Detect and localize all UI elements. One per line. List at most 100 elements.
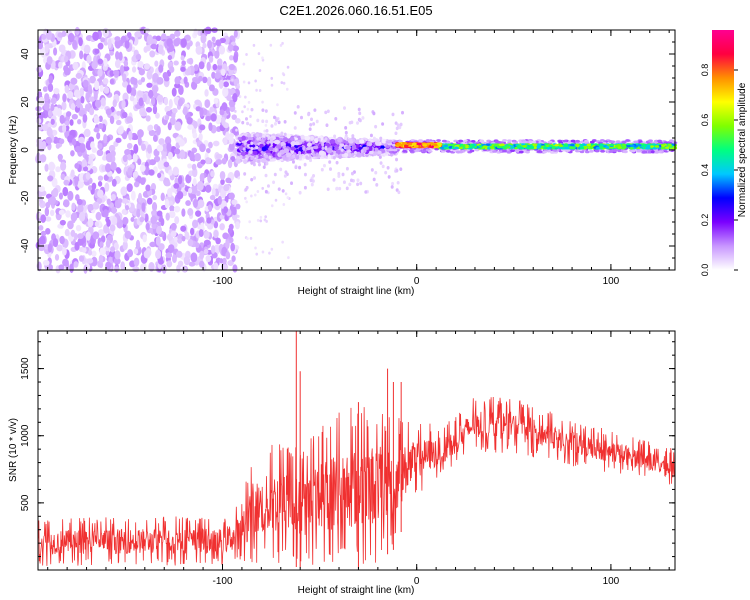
heatmap-cell [119, 65, 125, 75]
heatmap-cell [223, 137, 228, 145]
heatmap-cell [64, 120, 70, 126]
heatmap-cell [172, 254, 177, 263]
heatmap-cell [345, 166, 349, 171]
heatmap-cell [121, 208, 127, 215]
heatmap-cell [525, 150, 530, 154]
heatmap-cell [502, 139, 507, 142]
heatmap-cell [174, 76, 181, 85]
heatmap-cell [167, 244, 175, 253]
heatmap-cell [61, 247, 67, 256]
heatmap-cell [44, 43, 49, 54]
heatmap-cell [621, 140, 627, 144]
heatmap-cell [174, 83, 181, 89]
heatmap-cell [256, 218, 260, 222]
heatmap-cell [130, 87, 137, 97]
heatmap-cell [451, 143, 456, 147]
heatmap-cell [261, 146, 267, 152]
heatmap-cell [104, 182, 110, 192]
heatmap-cell [270, 247, 274, 251]
heatmap-cell [158, 64, 164, 73]
heatmap-cell [112, 69, 120, 76]
heatmap-cell [91, 182, 97, 190]
heatmap-cell [169, 66, 175, 73]
heatmap-cell [264, 109, 268, 113]
heatmap-cell [150, 215, 158, 225]
heatmap-cell [163, 97, 169, 106]
heatmap-cell [269, 158, 277, 162]
heatmap-cell [270, 124, 274, 128]
heatmap-cell [106, 198, 111, 205]
heatmap-cell [282, 155, 286, 160]
heatmap-cell [50, 118, 55, 125]
heatmap-cell [51, 129, 58, 136]
heatmap-cell [103, 174, 109, 181]
heatmap-cell [303, 185, 307, 190]
heatmap-cell [62, 124, 67, 133]
heatmap-cell [256, 118, 260, 123]
heatmap-cell [74, 163, 80, 169]
heatmap-cell [91, 61, 98, 70]
heatmap-cell [172, 166, 180, 176]
heatmap-cell [229, 204, 234, 212]
heatmap-cell [36, 118, 42, 124]
heatmap-cell [59, 114, 65, 124]
heatmap-cell [248, 220, 251, 224]
heatmap-cell [633, 140, 639, 144]
heatmap-cell [368, 150, 375, 155]
heatmap-cell [608, 150, 614, 153]
heatmap-cell [99, 84, 104, 93]
heatmap-cell [120, 261, 126, 271]
heatmap-cell [100, 235, 106, 243]
heatmap-cell [554, 143, 559, 147]
heatmap-cell [158, 259, 164, 265]
heatmap-cell [225, 239, 230, 249]
heatmap-cell [132, 78, 138, 86]
heatmap-cell [615, 140, 621, 144]
heatmap-cell [500, 143, 505, 146]
heatmap-cell [186, 42, 191, 50]
heatmap-cell [332, 178, 336, 182]
heatmap-cell [249, 144, 256, 148]
heatmap-cell [375, 183, 379, 187]
heatmap-cell [70, 212, 78, 222]
heatmap-cell [158, 243, 165, 251]
heatmap-cell [519, 146, 525, 150]
heatmap-cell [282, 203, 286, 207]
spectrogram-heatmap [35, 26, 678, 274]
heatmap-cell [217, 195, 222, 205]
heatmap-cell [433, 143, 438, 147]
heatmap-cell [78, 255, 85, 262]
heatmap-cell [42, 259, 50, 266]
heatmap-cell [254, 246, 257, 250]
heatmap-cell [303, 162, 307, 167]
heatmap-cell [211, 187, 216, 198]
heatmap-cell [278, 152, 282, 157]
heatmap-cell [157, 172, 162, 178]
heatmap-cell [228, 142, 235, 151]
heatmap-cell [162, 143, 168, 152]
heatmap-cell [170, 230, 177, 238]
heatmap-cell [283, 174, 287, 178]
heatmap-cell [252, 162, 256, 167]
heatmap-cell [50, 97, 57, 105]
heatmap-cell [333, 134, 337, 139]
heatmap-cell [269, 43, 273, 47]
heatmap-cell [165, 252, 173, 259]
heatmap-cell [59, 235, 65, 245]
heatmap-cell [189, 227, 195, 236]
heatmap-cell [206, 217, 212, 224]
heatmap-cell [70, 77, 78, 85]
heatmap-cell [127, 249, 134, 258]
heatmap-cell [72, 61, 79, 71]
heatmap-cell [240, 151, 246, 157]
heatmap-cell [356, 182, 360, 187]
heatmap-cell [179, 149, 186, 160]
heatmap-cell [114, 59, 121, 69]
heatmap-cell [42, 86, 48, 92]
heatmap-cell [345, 145, 352, 150]
heatmap-cell [58, 44, 66, 53]
heatmap-cell [150, 38, 158, 45]
heatmap-cell [237, 83, 240, 87]
heatmap-cell [650, 150, 656, 154]
